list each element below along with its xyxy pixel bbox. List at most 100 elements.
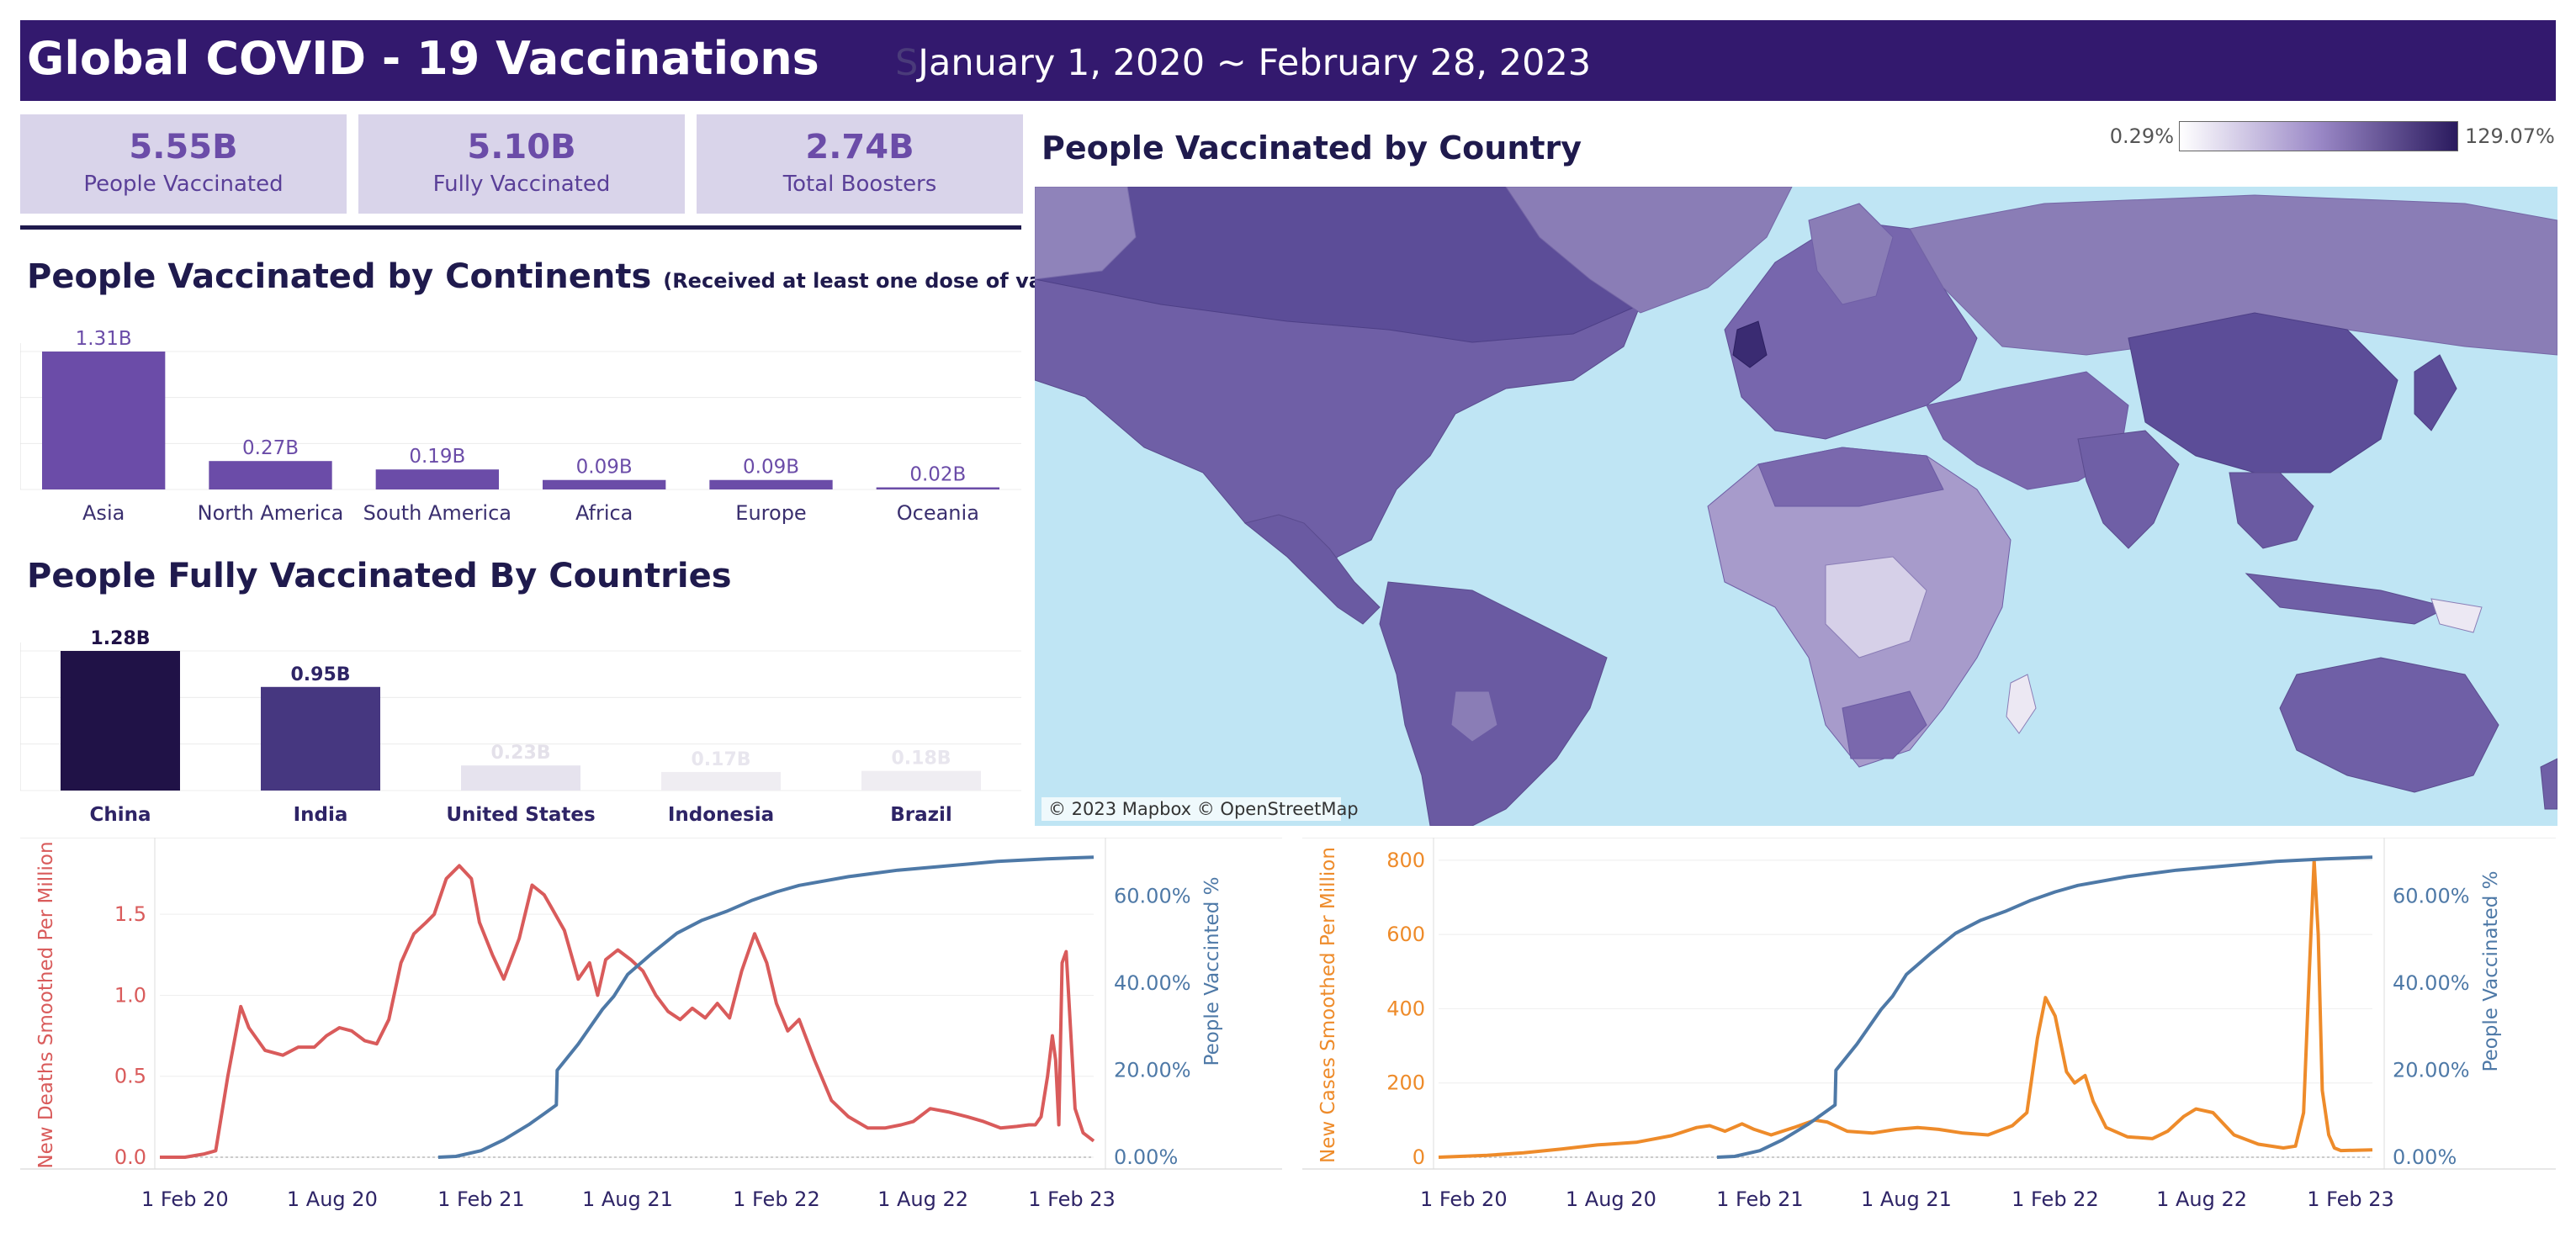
category-label: United States: [446, 804, 595, 824]
category-label: Brazil: [890, 804, 952, 824]
australia-land[interactable]: [2279, 657, 2499, 793]
bar-indonesia: [661, 771, 781, 791]
y-left-tick-label: 0.5: [114, 1065, 146, 1088]
china-region[interactable]: [2128, 312, 2398, 473]
bar-united-states: [461, 765, 580, 791]
north-africa-region[interactable]: [1757, 447, 1944, 507]
bar-china: [61, 651, 180, 791]
deaths-vaccinated-line-chart: 0.0 0.5 1.0 1.5 0.00% 20.00% 40.00% 60.00% 1 Feb…: [20, 838, 1282, 1211]
category-label: Asia: [82, 501, 125, 525]
legend-gradient: [2179, 121, 2458, 151]
y-left-tick-label: 0.0: [114, 1145, 146, 1169]
map-legend: 0.29% 129.07%: [2103, 121, 2555, 151]
bar-value-label: 0.09B: [576, 457, 633, 479]
cases-vaccinated-line-chart: 0 200 400 600 800 0.00% 20.00% 40.00% 60.00% 1 Fe…: [1302, 838, 2556, 1211]
madagascar-land[interactable]: [2006, 674, 2037, 734]
scandinavia-region[interactable]: [1808, 203, 1894, 305]
central-africa-region[interactable]: [1825, 556, 1927, 659]
x-tick-label: 1 Feb 22: [2012, 1187, 2099, 1211]
kpi-value: 5.55B: [129, 128, 238, 167]
bolivia-region[interactable]: [1450, 690, 1498, 743]
kpi-label: Total Boosters: [782, 172, 937, 197]
y-right-tick-label: 20.00%: [1114, 1059, 1191, 1082]
uk-region[interactable]: [1732, 320, 1768, 368]
southeast-asia-land[interactable]: [2229, 472, 2314, 549]
x-tick-label: 1 Feb 20: [1420, 1187, 1508, 1211]
y-right-tick-label: 40.00%: [2393, 971, 2470, 995]
x-tick-label: 1 Feb 20: [141, 1187, 229, 1211]
bar-value-label: 1.28B: [90, 628, 150, 649]
y-left-axis-title: New Cases Smoothed Per Million: [1317, 847, 1339, 1163]
series-line-right: [437, 855, 1095, 1159]
y-left-tick-label: 600: [1386, 923, 1425, 946]
bar-value-label: 0.27B: [242, 437, 299, 459]
bar-value-label: 0.19B: [409, 446, 465, 468]
greenland-land[interactable]: [1505, 187, 1793, 314]
bar-oceania: [876, 487, 999, 489]
kpi-label: Fully Vaccinated: [432, 172, 611, 197]
central-america-land[interactable]: [1243, 514, 1381, 625]
x-tick-label: 1 Aug 21: [1861, 1187, 1952, 1211]
kpi-total-boosters: 2.74B Total Boosters: [697, 114, 1023, 214]
map-attribution: © 2023 Mapbox © OpenStreetMap: [1048, 799, 1359, 819]
page-title: Global COVID - 19 Vaccinations: [27, 32, 819, 85]
kpi-value: 5.10B: [467, 128, 576, 167]
section-divider: [20, 225, 1021, 230]
y-right-tick-label: 60.00%: [1114, 885, 1191, 908]
category-label: Europe: [735, 501, 806, 525]
countries-bar-chart: 1.28B China 0.95B India 0.23B United States 0.…: [20, 628, 1021, 824]
world-map[interactable]: © 2023 Mapbox © OpenStreetMap: [1035, 187, 2557, 826]
x-tick-label: 1 Aug 20: [287, 1187, 378, 1211]
bar-brazil: [861, 770, 981, 791]
alaska-region[interactable]: [1035, 187, 1137, 280]
new-zealand-land[interactable]: [2540, 758, 2557, 810]
dashboard-header: Global COVID - 19 Vaccinations SJanuary …: [20, 20, 2556, 101]
bar-value-label: 0.18B: [891, 748, 951, 770]
bar-value-label: 1.31B: [76, 328, 132, 350]
countries-title: People Fully Vaccinated By Countries: [27, 557, 732, 595]
x-tick-label: 1 Aug 22: [2156, 1187, 2247, 1211]
date-range: SJanuary 1, 2020 ~ February 28, 2023: [895, 42, 1591, 84]
kpi-value: 2.74B: [805, 128, 914, 167]
south-america-land[interactable]: [1379, 581, 1608, 826]
x-tick-label: 1 Feb 21: [437, 1187, 525, 1211]
kpi-fully-vaccinated: 5.10B Fully Vaccinated: [358, 114, 685, 214]
x-tick-label: 1 Aug 22: [877, 1187, 968, 1211]
india-region[interactable]: [2077, 430, 2180, 549]
indonesia-land[interactable]: [2245, 573, 2450, 625]
series-line-left: [160, 864, 1095, 1159]
continents-bar-chart: 1.31B Asia 0.27B North America 0.19B South Am…: [20, 328, 1021, 525]
bar-india: [261, 686, 380, 791]
bar-value-label: 0.02B: [909, 463, 966, 485]
kpi-label: People Vaccinated: [83, 172, 284, 197]
bar-europe: [709, 479, 833, 489]
y-left-tick-label: 1.5: [114, 902, 146, 926]
y-right-axis-title: People Vaccinated %: [2480, 870, 2502, 1071]
bar-africa: [543, 479, 666, 489]
bar-asia: [42, 352, 166, 489]
x-tick-label: 1 Aug 21: [582, 1187, 673, 1211]
map-attribution-box: [1042, 797, 1341, 821]
category-label: Indonesia: [668, 804, 774, 824]
russia-land[interactable]: [1909, 194, 2557, 356]
y-right-tick-label: 40.00%: [1114, 971, 1191, 995]
png-region[interactable]: [2430, 598, 2483, 633]
bar-value-label: 0.23B: [490, 743, 550, 764]
category-label: Africa: [575, 501, 633, 525]
y-right-tick-label: 0.00%: [1114, 1145, 1178, 1169]
japan-region[interactable]: [2414, 354, 2457, 431]
y-left-tick-label: 200: [1386, 1071, 1425, 1095]
y-left-tick-label: 800: [1386, 849, 1425, 872]
y-right-tick-label: 60.00%: [2393, 885, 2470, 908]
bar-north-america: [209, 461, 332, 489]
continents-title: People Vaccinated by Continents (Receive…: [27, 257, 1155, 296]
date-glyph: S: [895, 42, 919, 84]
southern-africa-region[interactable]: [1842, 690, 1927, 759]
y-right-tick-label: 20.00%: [2393, 1059, 2470, 1082]
y-left-tick-label: 0: [1413, 1145, 1425, 1169]
x-tick-label: 1 Feb 21: [1716, 1187, 1804, 1211]
legend-max: 129.07%: [2465, 124, 2555, 148]
y-left-tick-label: 1.0: [114, 983, 146, 1007]
category-label: South America: [363, 501, 511, 525]
series-line-left: [1438, 858, 2373, 1159]
